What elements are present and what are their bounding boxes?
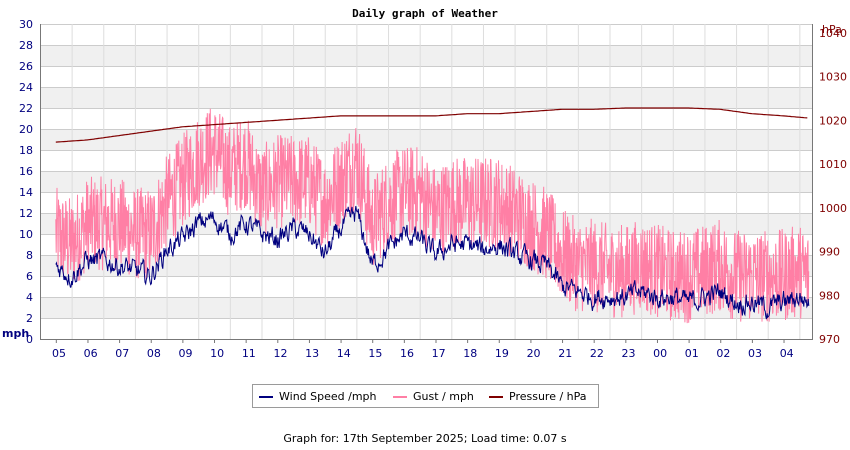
left-axis-tick-label: 2: [26, 312, 33, 325]
left-axis-tick-label: 14: [19, 186, 33, 199]
x-axis-tick-label: 15: [368, 347, 382, 360]
chart-title: Daily graph of Weather: [352, 7, 498, 20]
right-axis-tick-label: 1030: [819, 71, 847, 84]
right-axis-tick-label: 1000: [819, 202, 847, 215]
x-axis-tick-label: 01: [685, 347, 699, 360]
right-axis-unit-label: hPa: [822, 23, 842, 36]
grid-bands: [40, 45, 812, 318]
left-axis-tick-label: 28: [19, 39, 33, 52]
left-axis-tick-label: 20: [19, 123, 33, 136]
left-axis-tick-label: 26: [19, 60, 33, 73]
x-axis-tick-label: 12: [273, 347, 287, 360]
right-axis-tick-label: 1020: [819, 114, 847, 127]
legend-item-wind: Wind Speed /mph: [259, 390, 377, 404]
left-axis-tick-label: 22: [19, 102, 33, 115]
x-axis-tick-label: 13: [305, 347, 319, 360]
grid-band: [40, 87, 812, 108]
right-axis-tick-label: 970: [819, 333, 840, 346]
series-pressure: [55, 107, 808, 143]
left-axis-tick-label: 12: [19, 207, 33, 220]
x-axis-tick-label: 16: [400, 347, 414, 360]
x-axis-tick-label: 19: [495, 347, 509, 360]
right-axis-tick-label: 980: [819, 289, 840, 302]
grid-band: [40, 129, 812, 150]
left-axis-tick-label: 18: [19, 144, 33, 157]
legend-swatch-gust: [393, 396, 407, 398]
legend-swatch-wind: [259, 396, 273, 398]
right-axis-tick-label: 990: [819, 246, 840, 259]
footer-text: Graph for: 17th September 2025; Load tim…: [283, 432, 567, 445]
left-axis-unit-label: mph: [2, 327, 29, 340]
x-axis-tick-label: 20: [527, 347, 541, 360]
grid-band: [40, 45, 812, 66]
x-axis-tick-label: 21: [558, 347, 572, 360]
left-axis-tick-label: 24: [19, 81, 33, 94]
x-axis-tick-label: 00: [653, 347, 667, 360]
x-axis-tick-label: 04: [780, 347, 794, 360]
legend-label-wind: Wind Speed /mph: [279, 390, 377, 403]
left-axis-tick-label: 4: [26, 291, 33, 304]
x-axis-tick-label: 03: [748, 347, 762, 360]
legend-label-pressure: Pressure / hPa: [509, 390, 587, 403]
x-axis-tick-label: 23: [621, 347, 635, 360]
series-gust: [55, 108, 810, 324]
x-axis-tick-label: 09: [179, 347, 193, 360]
chart-legend: Wind Speed /mph Gust / mph Pressure / hP…: [252, 384, 599, 408]
left-axis-tick-label: 6: [26, 270, 33, 283]
left-axis-tick-label: 16: [19, 165, 33, 178]
x-axis-tick-label: 05: [52, 347, 66, 360]
left-axis-tick-label: 8: [26, 249, 33, 262]
x-axis-tick-label: 18: [463, 347, 477, 360]
x-axis-tick-label: 07: [115, 347, 129, 360]
right-axis-tick-label: 1040: [819, 27, 847, 40]
legend-label-gust: Gust / mph: [413, 390, 474, 403]
legend-item-gust: Gust / mph: [393, 390, 474, 404]
left-axis-tick-label: 30: [19, 18, 33, 31]
x-axis-ticks: 05 06 07 08 09 10 11 12 13 14 15 16 17 18 19 20 21 22 23 00…: [52, 339, 794, 360]
x-axis-tick-label: 17: [432, 347, 446, 360]
left-axis-tick-label: 0: [26, 333, 33, 346]
x-axis-tick-label: 22: [590, 347, 604, 360]
legend-swatch-pressure: [489, 396, 503, 398]
x-axis-tick-label: 11: [242, 347, 256, 360]
right-axis-tick-label: 1010: [819, 158, 847, 171]
right-axis-ticks: 970 980 990 1000 1010 1020 1030 1040: [819, 27, 847, 346]
series-wind-speed: [55, 205, 810, 320]
x-axis-tick-label: 08: [147, 347, 161, 360]
left-axis-tick-label: 10: [19, 228, 33, 241]
x-axis-tick-label: 06: [84, 347, 98, 360]
series-layer: [55, 107, 810, 324]
x-axis-tick-label: 02: [716, 347, 730, 360]
legend-item-pressure: Pressure / hPa: [489, 390, 587, 404]
x-axis-tick-label: 10: [210, 347, 224, 360]
grid-band: [40, 171, 812, 192]
x-axis-tick-label: 14: [337, 347, 351, 360]
